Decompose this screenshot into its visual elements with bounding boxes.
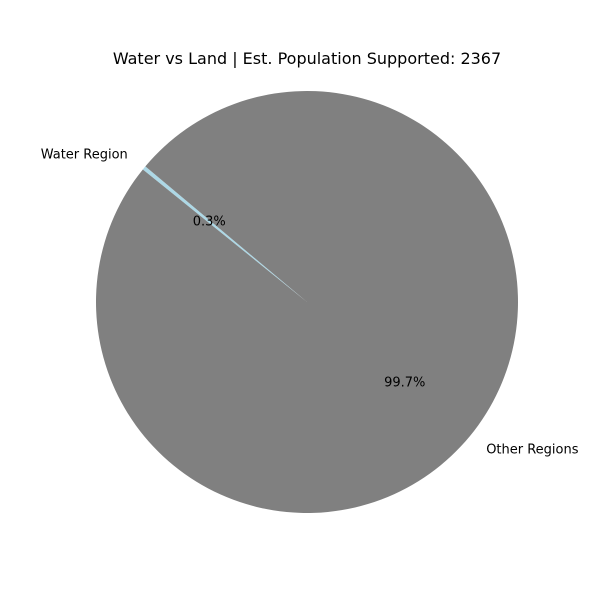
slice-percent-label: 0.3% bbox=[193, 215, 226, 230]
slice-label: Other Regions bbox=[486, 443, 579, 458]
chart-title: Water vs Land | Est. Population Supporte… bbox=[113, 49, 501, 68]
slice-label: Water Region bbox=[41, 147, 128, 162]
slice-percent-label: 99.7% bbox=[384, 375, 425, 390]
pie-slice-other-regions bbox=[96, 90, 519, 513]
pie-labels: Water Region 0.3% Other Regions 99.7% bbox=[41, 147, 579, 457]
pie-slice-water-region bbox=[142, 166, 307, 302]
pie-slices bbox=[96, 90, 519, 513]
